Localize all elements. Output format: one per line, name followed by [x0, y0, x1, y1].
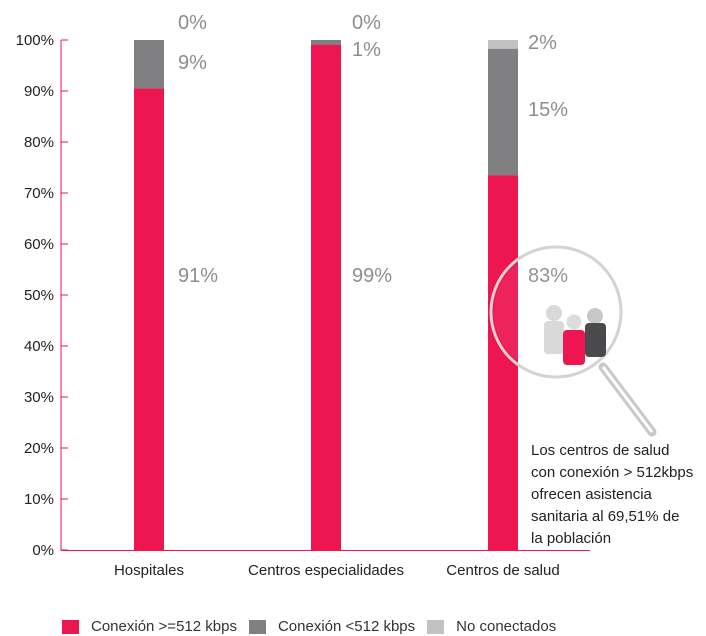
y-tick-label: 50%: [24, 287, 54, 304]
y-tick-label: 30%: [24, 389, 54, 406]
annotation-line: sanitaria al 69,51% de: [531, 506, 706, 528]
legend-item-conexion-baja: Conexión <512 kbps: [249, 618, 415, 635]
y-axis-ticks: 0% 10% 20% 30% 40% 50% 60% 70% 80% 90% 100%: [16, 32, 68, 559]
annotation-line: ofrecen asistencia: [531, 484, 706, 506]
category-labels: Hospitales Centros especialidades Centros …: [114, 562, 560, 579]
data-label: 0%: [178, 12, 207, 34]
y-tick-label: 80%: [24, 134, 54, 151]
legend-item-no-conectados: No conectados: [427, 618, 556, 635]
y-tick-label: 70%: [24, 185, 54, 202]
bar-segment: [311, 45, 341, 550]
data-label: 0%: [352, 12, 381, 34]
legend-item-conexion-alta: Conexión >=512 kbps: [62, 618, 237, 635]
data-label: 15%: [528, 99, 568, 121]
bar-segment: [134, 40, 164, 88]
legend-label: Conexión >=512 kbps: [91, 618, 237, 635]
bar-segment: [488, 49, 518, 175]
y-tick-label: 0%: [32, 542, 54, 559]
person-dark-icon: [585, 308, 606, 357]
y-tick-label: 100%: [16, 32, 54, 49]
annotation-line: Los centros de salud: [531, 440, 706, 462]
y-tick-label: 40%: [24, 338, 54, 355]
data-label: 1%: [352, 39, 381, 61]
legend-label: Conexión <512 kbps: [278, 618, 415, 635]
annotation-text: Los centros de salud con conexión > 512k…: [531, 440, 706, 550]
legend: Conexión >=512 kbps Conexión <512 kbps N…: [62, 618, 568, 635]
category-label: Centros de salud: [446, 562, 559, 579]
category-label: Hospitales: [114, 562, 184, 579]
annotation-line: la población: [531, 528, 706, 550]
bar-segment: [134, 88, 164, 550]
bar-segment: [488, 40, 518, 49]
person-light-icon: [544, 305, 564, 354]
y-tick-label: 60%: [24, 236, 54, 253]
bar-segment: [311, 40, 341, 45]
y-tick-label: 90%: [24, 83, 54, 100]
legend-swatch: [249, 620, 266, 634]
legend-swatch: [62, 620, 79, 634]
category-label: Centros especialidades: [248, 562, 404, 579]
y-tick-label: 20%: [24, 440, 54, 457]
data-label: 9%: [178, 52, 207, 74]
data-label: 91%: [178, 265, 218, 287]
legend-swatch: [427, 620, 444, 634]
legend-label: No conectados: [456, 618, 556, 635]
y-tick-label: 10%: [24, 491, 54, 508]
annotation-line: con conexión > 512kbps: [531, 462, 706, 484]
data-label: 99%: [352, 265, 392, 287]
data-label: 2%: [528, 32, 557, 54]
bar-segments: [134, 40, 518, 550]
